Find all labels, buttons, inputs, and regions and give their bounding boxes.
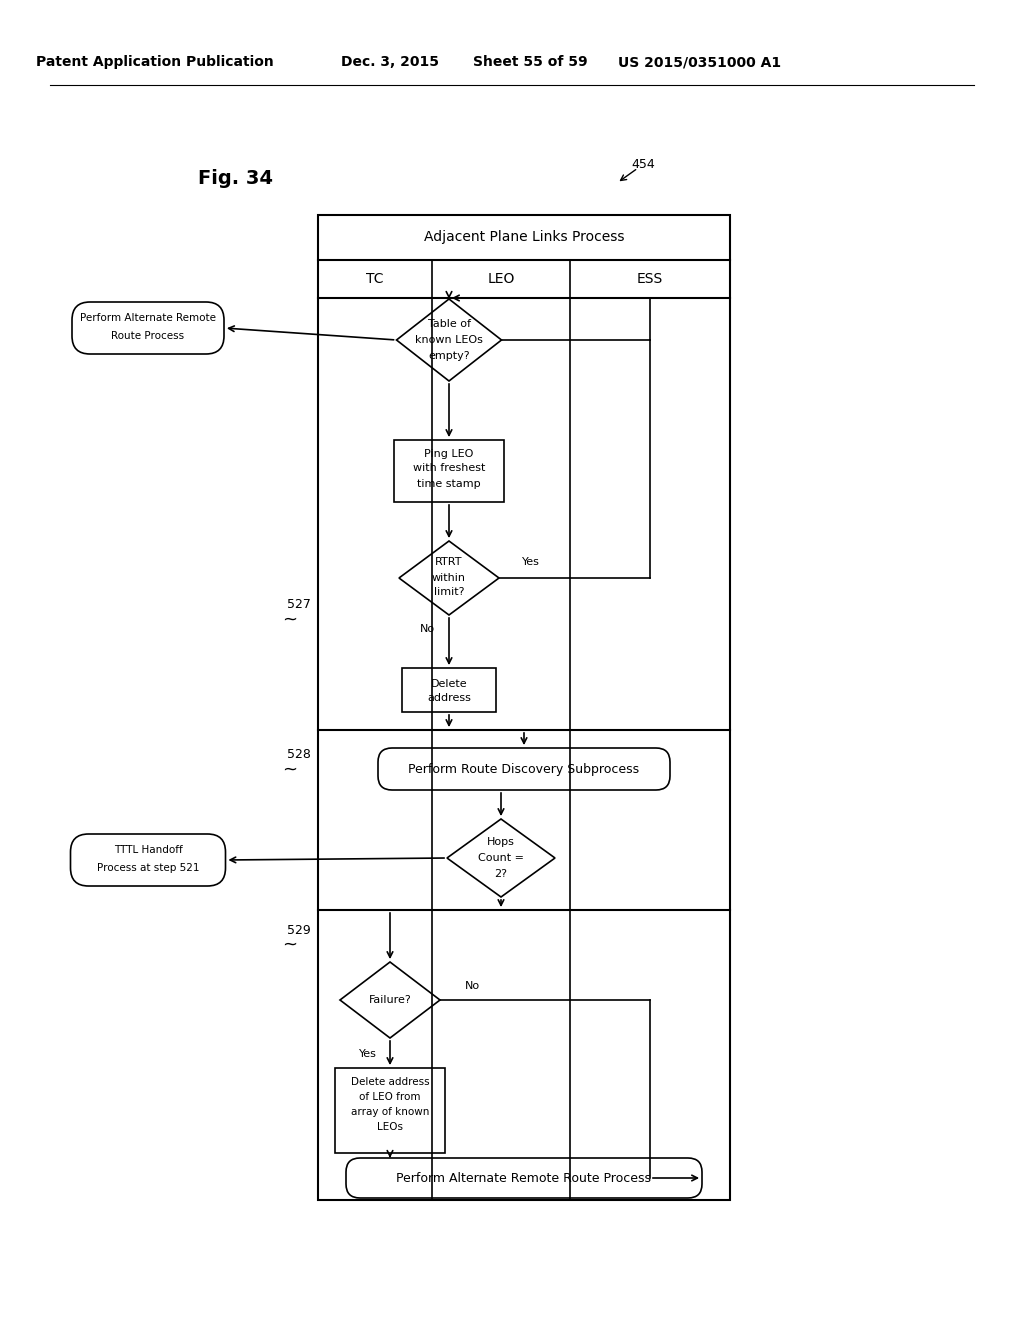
Text: 2?: 2? [495, 869, 508, 879]
Text: Adjacent Plane Links Process: Adjacent Plane Links Process [424, 231, 625, 244]
Text: array of known: array of known [351, 1107, 429, 1117]
Text: ~: ~ [283, 762, 298, 779]
FancyBboxPatch shape [378, 748, 670, 789]
Text: Perform Alternate Remote: Perform Alternate Remote [80, 313, 216, 323]
Text: Sheet 55 of 59: Sheet 55 of 59 [473, 55, 588, 69]
Text: Failure?: Failure? [369, 995, 412, 1005]
FancyBboxPatch shape [71, 834, 225, 886]
Bar [402, 668, 496, 711]
Bar [394, 440, 504, 502]
Text: Perform Alternate Remote Route Process: Perform Alternate Remote Route Process [396, 1172, 651, 1184]
FancyBboxPatch shape [72, 302, 224, 354]
Text: Dec. 3, 2015: Dec. 3, 2015 [341, 55, 439, 69]
Text: Route Process: Route Process [112, 331, 184, 341]
Text: Yes: Yes [522, 557, 540, 568]
Polygon shape [340, 962, 440, 1038]
Text: Perform Route Discovery Subprocess: Perform Route Discovery Subprocess [409, 763, 640, 776]
Bar [335, 1068, 445, 1152]
Text: 529: 529 [287, 924, 311, 936]
Bar [318, 215, 730, 1200]
Text: 454: 454 [631, 158, 655, 172]
Text: Ping LEO: Ping LEO [424, 449, 474, 459]
Polygon shape [396, 300, 502, 381]
Text: known LEOs: known LEOs [415, 335, 483, 345]
Text: 527: 527 [287, 598, 311, 611]
Text: 528: 528 [287, 748, 311, 762]
Text: TTTL Handoff: TTTL Handoff [114, 845, 182, 855]
Text: Fig. 34: Fig. 34 [198, 169, 272, 187]
Text: Patent Application Publication: Patent Application Publication [36, 55, 273, 69]
Polygon shape [447, 818, 555, 898]
Text: with freshest: with freshest [413, 463, 485, 473]
Text: US 2015/0351000 A1: US 2015/0351000 A1 [618, 55, 781, 69]
Text: ESS: ESS [637, 272, 664, 286]
Text: LEOs: LEOs [377, 1122, 403, 1133]
Text: LEO: LEO [487, 272, 515, 286]
Polygon shape [399, 541, 499, 615]
Text: Delete address: Delete address [350, 1077, 429, 1086]
Text: limit?: limit? [434, 587, 464, 597]
Text: RTRT: RTRT [435, 557, 463, 568]
Text: of LEO from: of LEO from [359, 1092, 421, 1102]
Text: within: within [432, 573, 466, 583]
Text: Yes: Yes [359, 1049, 377, 1059]
FancyBboxPatch shape [346, 1158, 702, 1199]
Text: Table of: Table of [427, 319, 470, 329]
Text: TC: TC [367, 272, 384, 286]
Text: time stamp: time stamp [417, 479, 481, 488]
Text: ~: ~ [283, 936, 298, 954]
Text: Process at step 521: Process at step 521 [96, 863, 200, 873]
Text: Delete: Delete [431, 678, 467, 689]
Text: ~: ~ [283, 611, 298, 630]
Text: No: No [465, 981, 479, 991]
Text: No: No [420, 624, 434, 634]
Text: address: address [427, 693, 471, 704]
Text: Count =: Count = [478, 853, 524, 863]
Text: Hops: Hops [487, 837, 515, 847]
Text: empty?: empty? [428, 351, 470, 360]
